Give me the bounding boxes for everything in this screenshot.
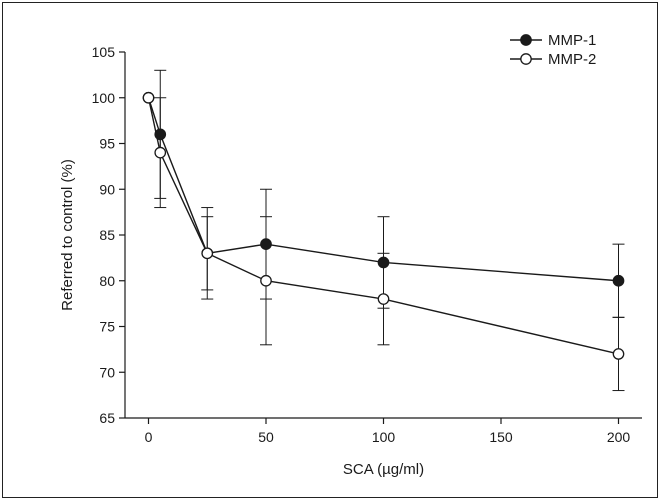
series-line-mmp-1 xyxy=(147,97,619,282)
y-tick-label: 90 xyxy=(99,181,115,197)
legend-marker-mmp-2 xyxy=(520,53,532,65)
data-point-mmp-2 xyxy=(201,247,214,260)
x-tick-label: 50 xyxy=(258,429,274,445)
data-point-mmp-1 xyxy=(612,274,625,287)
y-axis-ticks: 65 70 75 80 85 90 95 100 105 xyxy=(92,44,125,426)
y-tick-label: 95 xyxy=(99,136,115,152)
y-tick-label: 100 xyxy=(92,90,116,106)
legend-item-mmp-1: MMP-1 xyxy=(510,32,596,49)
data-point-mmp-2 xyxy=(142,91,155,104)
legend-label-mmp-1: MMP-1 xyxy=(548,32,596,49)
x-axis-title: SCA (µg/ml) xyxy=(343,461,424,478)
legend: MMP-1 MMP-2 xyxy=(510,32,596,68)
y-axis-title: Referred to control (%) xyxy=(59,159,76,311)
series-line-mmp-2 xyxy=(147,97,619,355)
x-axis-ticks: 0 50 100 150 200 xyxy=(145,418,631,445)
chart-frame xyxy=(2,2,658,498)
data-point-mmp-2 xyxy=(260,274,272,287)
data-point-mmp-2 xyxy=(377,293,390,305)
legend-label-mmp-2: MMP-2 xyxy=(548,51,596,68)
x-tick-label: 0 xyxy=(145,429,153,445)
y-tick-label: 105 xyxy=(92,44,116,60)
data-point-mmp-2 xyxy=(612,348,625,360)
x-tick-label: 100 xyxy=(372,429,396,445)
y-tick-label: 70 xyxy=(99,364,115,380)
x-tick-label: 200 xyxy=(607,429,631,445)
legend-item-mmp-2: MMP-2 xyxy=(510,51,596,68)
y-tick-label: 75 xyxy=(99,319,115,335)
y-tick-label: 65 xyxy=(99,410,115,426)
x-tick-label: 150 xyxy=(489,429,513,445)
y-tick-label: 85 xyxy=(99,227,115,243)
series-mmp-2 xyxy=(142,91,625,392)
data-point-mmp-2 xyxy=(154,146,167,159)
legend-marker-mmp-1 xyxy=(520,34,532,46)
y-tick-label: 80 xyxy=(99,273,115,289)
series-layer xyxy=(142,69,625,392)
